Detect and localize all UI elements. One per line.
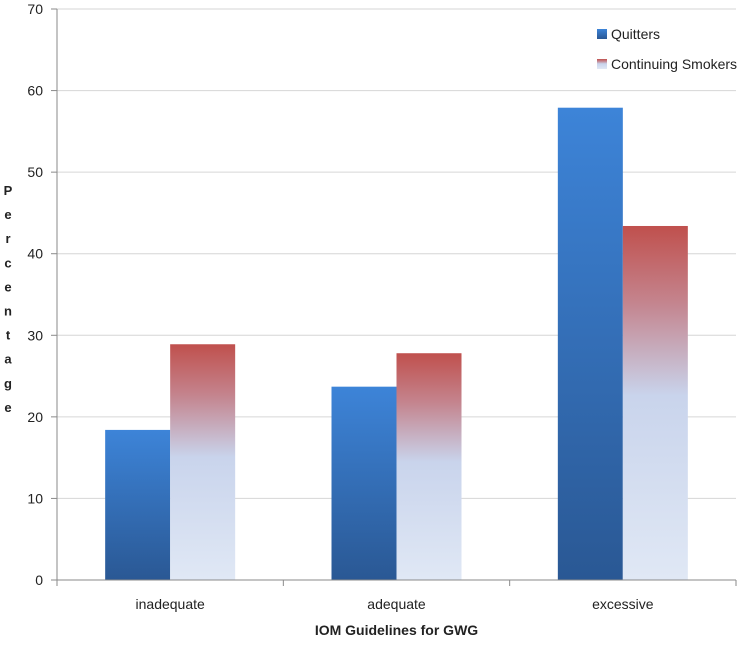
y-tick-label: 10 [27, 490, 43, 506]
y-tick-label: 70 [27, 1, 43, 17]
y-tick-label: 60 [27, 83, 43, 99]
bar-quitters-adequate [331, 386, 397, 580]
bar-quitters-excessive [557, 107, 623, 581]
bar-continuing-smokers-excessive [622, 225, 688, 581]
legend-label-quitters: Quitters [611, 26, 660, 42]
x-tick-label: adequate [367, 596, 426, 612]
y-tick-label: 40 [27, 246, 43, 262]
y-tick-label: 20 [27, 409, 43, 425]
y-tick-labels: 0 10 20 30 40 50 60 70 [27, 1, 43, 588]
x-axis-title: IOM Guidelines for GWG [315, 622, 478, 638]
y-tick-label: 50 [27, 164, 43, 180]
legend-item-continuing-smokers: Continuing Smokers [597, 56, 737, 72]
axes [51, 8, 737, 586]
legend-item-quitters: Quitters [597, 26, 660, 42]
bars [105, 107, 688, 581]
legend-swatch-quitters [597, 29, 607, 39]
y-tick-label: 0 [35, 572, 43, 588]
x-tick-label: excessive [592, 596, 654, 612]
legend: Quitters Continuing Smokers [597, 26, 737, 72]
bar-continuing-smokers-adequate [396, 353, 462, 580]
legend-label-continuing-smokers: Continuing Smokers [611, 56, 737, 72]
x-tick-labels: inadequate adequate excessive [136, 596, 654, 612]
y-tick-label: 30 [27, 327, 43, 343]
bar-continuing-smokers-inadequate [170, 344, 236, 580]
x-tick-label: inadequate [136, 596, 206, 612]
bar-quitters-inadequate [105, 429, 171, 580]
legend-swatch-continuing-smokers [597, 59, 607, 69]
